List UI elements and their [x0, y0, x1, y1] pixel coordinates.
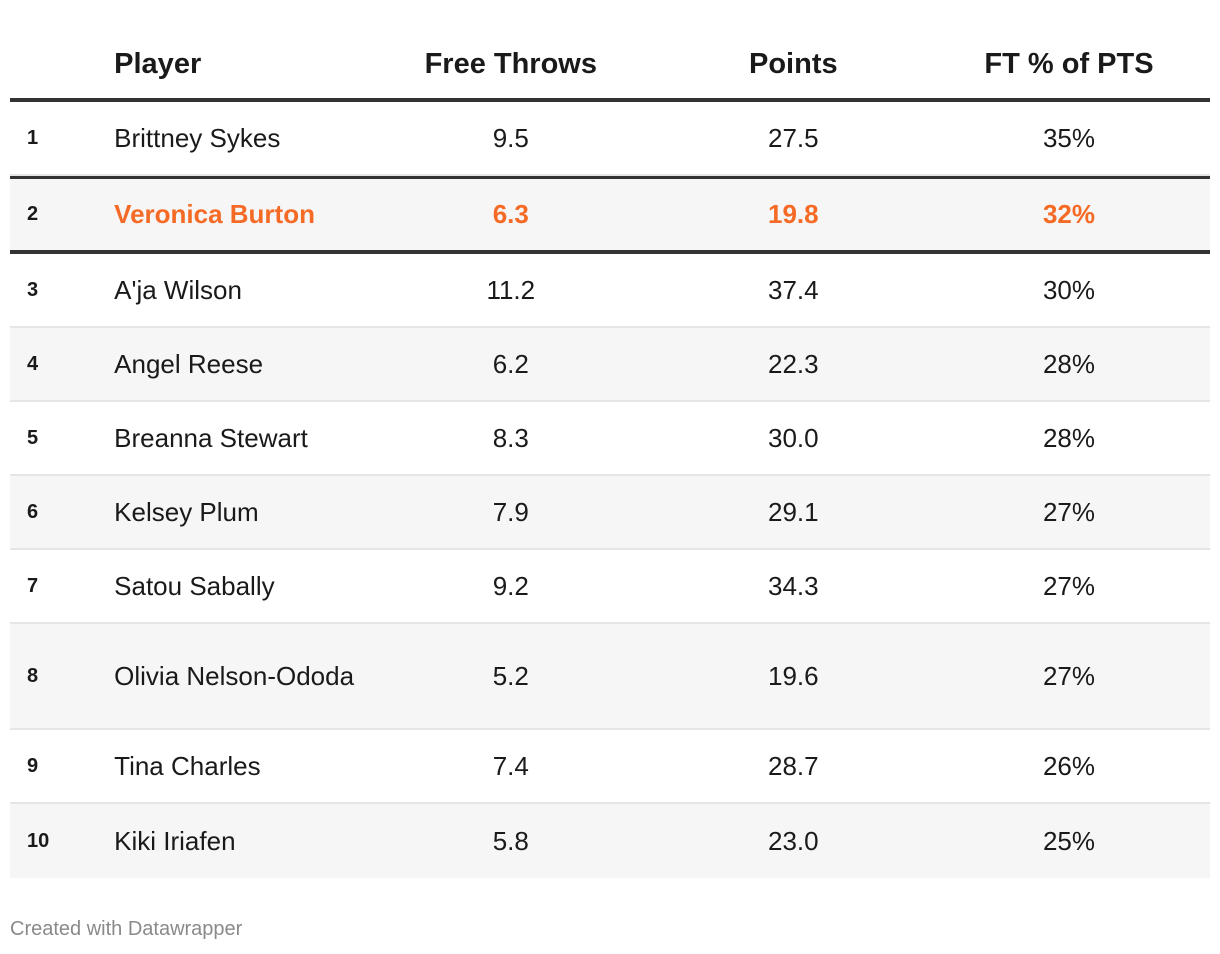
rank-cell: 9 [27, 754, 39, 777]
points-cell: 19.8 [768, 199, 819, 229]
ft-pct-cell: 27% [1042, 496, 1096, 527]
player-cell: Angel Reese [114, 348, 264, 379]
table-row: 9 Tina Charles 7.4 28.7 26% [10, 730, 1210, 804]
player-cell: Kelsey Plum [114, 496, 259, 527]
points-cell: 28.7 [768, 750, 819, 781]
table-row: 10 Kiki Iriafen 5.8 23.0 25% [10, 804, 1210, 878]
rank-cell: 5 [27, 426, 39, 449]
ft-pct-cell: 27% [1042, 570, 1096, 601]
ft-pct-cell: 27% [1042, 660, 1096, 691]
free-throws-cell: 6.2 [492, 348, 529, 379]
ft-pct-cell: 28% [1042, 348, 1096, 379]
table-row: 8 Olivia Nelson-Ododa 5.2 19.6 27% [10, 624, 1210, 730]
player-cell: Tina Charles [114, 750, 261, 781]
points-cell: 27.5 [768, 122, 819, 153]
header-ft-pct: FT % of PTS [984, 47, 1154, 80]
table-row: 1 Brittney Sykes 9.5 27.5 35% [10, 102, 1210, 176]
player-cell: Veronica Burton [114, 199, 315, 229]
free-throws-cell: 5.2 [492, 660, 529, 691]
points-cell: 34.3 [768, 570, 819, 601]
free-throws-cell: 7.4 [492, 750, 529, 781]
player-cell: A'ja Wilson [114, 274, 242, 305]
datawrapper-credit: Created with Datawrapper [10, 918, 243, 940]
points-cell: 22.3 [768, 348, 819, 379]
points-cell: 30.0 [768, 422, 819, 453]
free-throws-cell: 11.2 [486, 274, 536, 305]
table-row: 7 Satou Sabally 9.2 34.3 27% [10, 550, 1210, 624]
player-cell: Olivia Nelson-Ododa [114, 660, 355, 691]
rank-cell: 1 [27, 126, 39, 149]
rank-cell: 4 [27, 352, 39, 375]
free-throws-cell: 5.8 [492, 825, 529, 856]
header-player: Player [114, 47, 202, 80]
free-throws-cell: 8.3 [492, 422, 529, 453]
table-row: 6 Kelsey Plum 7.9 29.1 27% [10, 476, 1210, 550]
free-throws-cell: 9.2 [492, 570, 529, 601]
ft-pct-cell: 25% [1042, 825, 1096, 856]
rank-cell: 3 [27, 278, 39, 301]
table-row: 2 Veronica Burton 6.3 19.8 32% [10, 176, 1210, 254]
header-points: Points [749, 47, 838, 80]
points-cell: 29.1 [768, 496, 819, 527]
free-throws-cell: 6.3 [492, 199, 529, 229]
table-header: Player Free Throws Points FT % of PTS [10, 30, 1210, 102]
rank-cell: 8 [27, 664, 39, 687]
points-cell: 37.4 [768, 274, 819, 305]
player-cell: Kiki Iriafen [114, 825, 236, 856]
ft-pct-cell: 32% [1042, 199, 1096, 229]
player-cell: Brittney Sykes [114, 122, 281, 153]
ft-pct-cell: 30% [1042, 274, 1096, 305]
ft-pct-cell: 26% [1042, 750, 1096, 781]
header-free-throws: Free Throws [424, 47, 597, 80]
points-cell: 19.6 [768, 660, 819, 691]
player-cell: Satou Sabally [114, 570, 275, 601]
points-cell: 23.0 [768, 825, 819, 856]
ft-pct-cell: 28% [1042, 422, 1096, 453]
rank-cell: 2 [27, 203, 39, 225]
free-throws-cell: 9.5 [492, 122, 529, 153]
rank-cell: 6 [27, 500, 39, 523]
table-row: 4 Angel Reese 6.2 22.3 28% [10, 328, 1210, 402]
table-row: 5 Breanna Stewart 8.3 30.0 28% [10, 402, 1210, 476]
table-row: 3 A'ja Wilson 11.2 37.4 30% [10, 254, 1210, 328]
rank-cell: 10 [27, 829, 50, 852]
rank-cell: 7 [27, 574, 39, 597]
free-throws-cell: 7.9 [492, 496, 529, 527]
ft-pct-cell: 35% [1042, 122, 1096, 153]
player-cell: Breanna Stewart [114, 422, 308, 453]
data-table: Player Free Throws Points FT % of PTS 1 B… [10, 30, 1210, 878]
table-body: 1 Brittney Sykes 9.5 27.5 35% 2 Veronica Burto… [10, 102, 1210, 878]
